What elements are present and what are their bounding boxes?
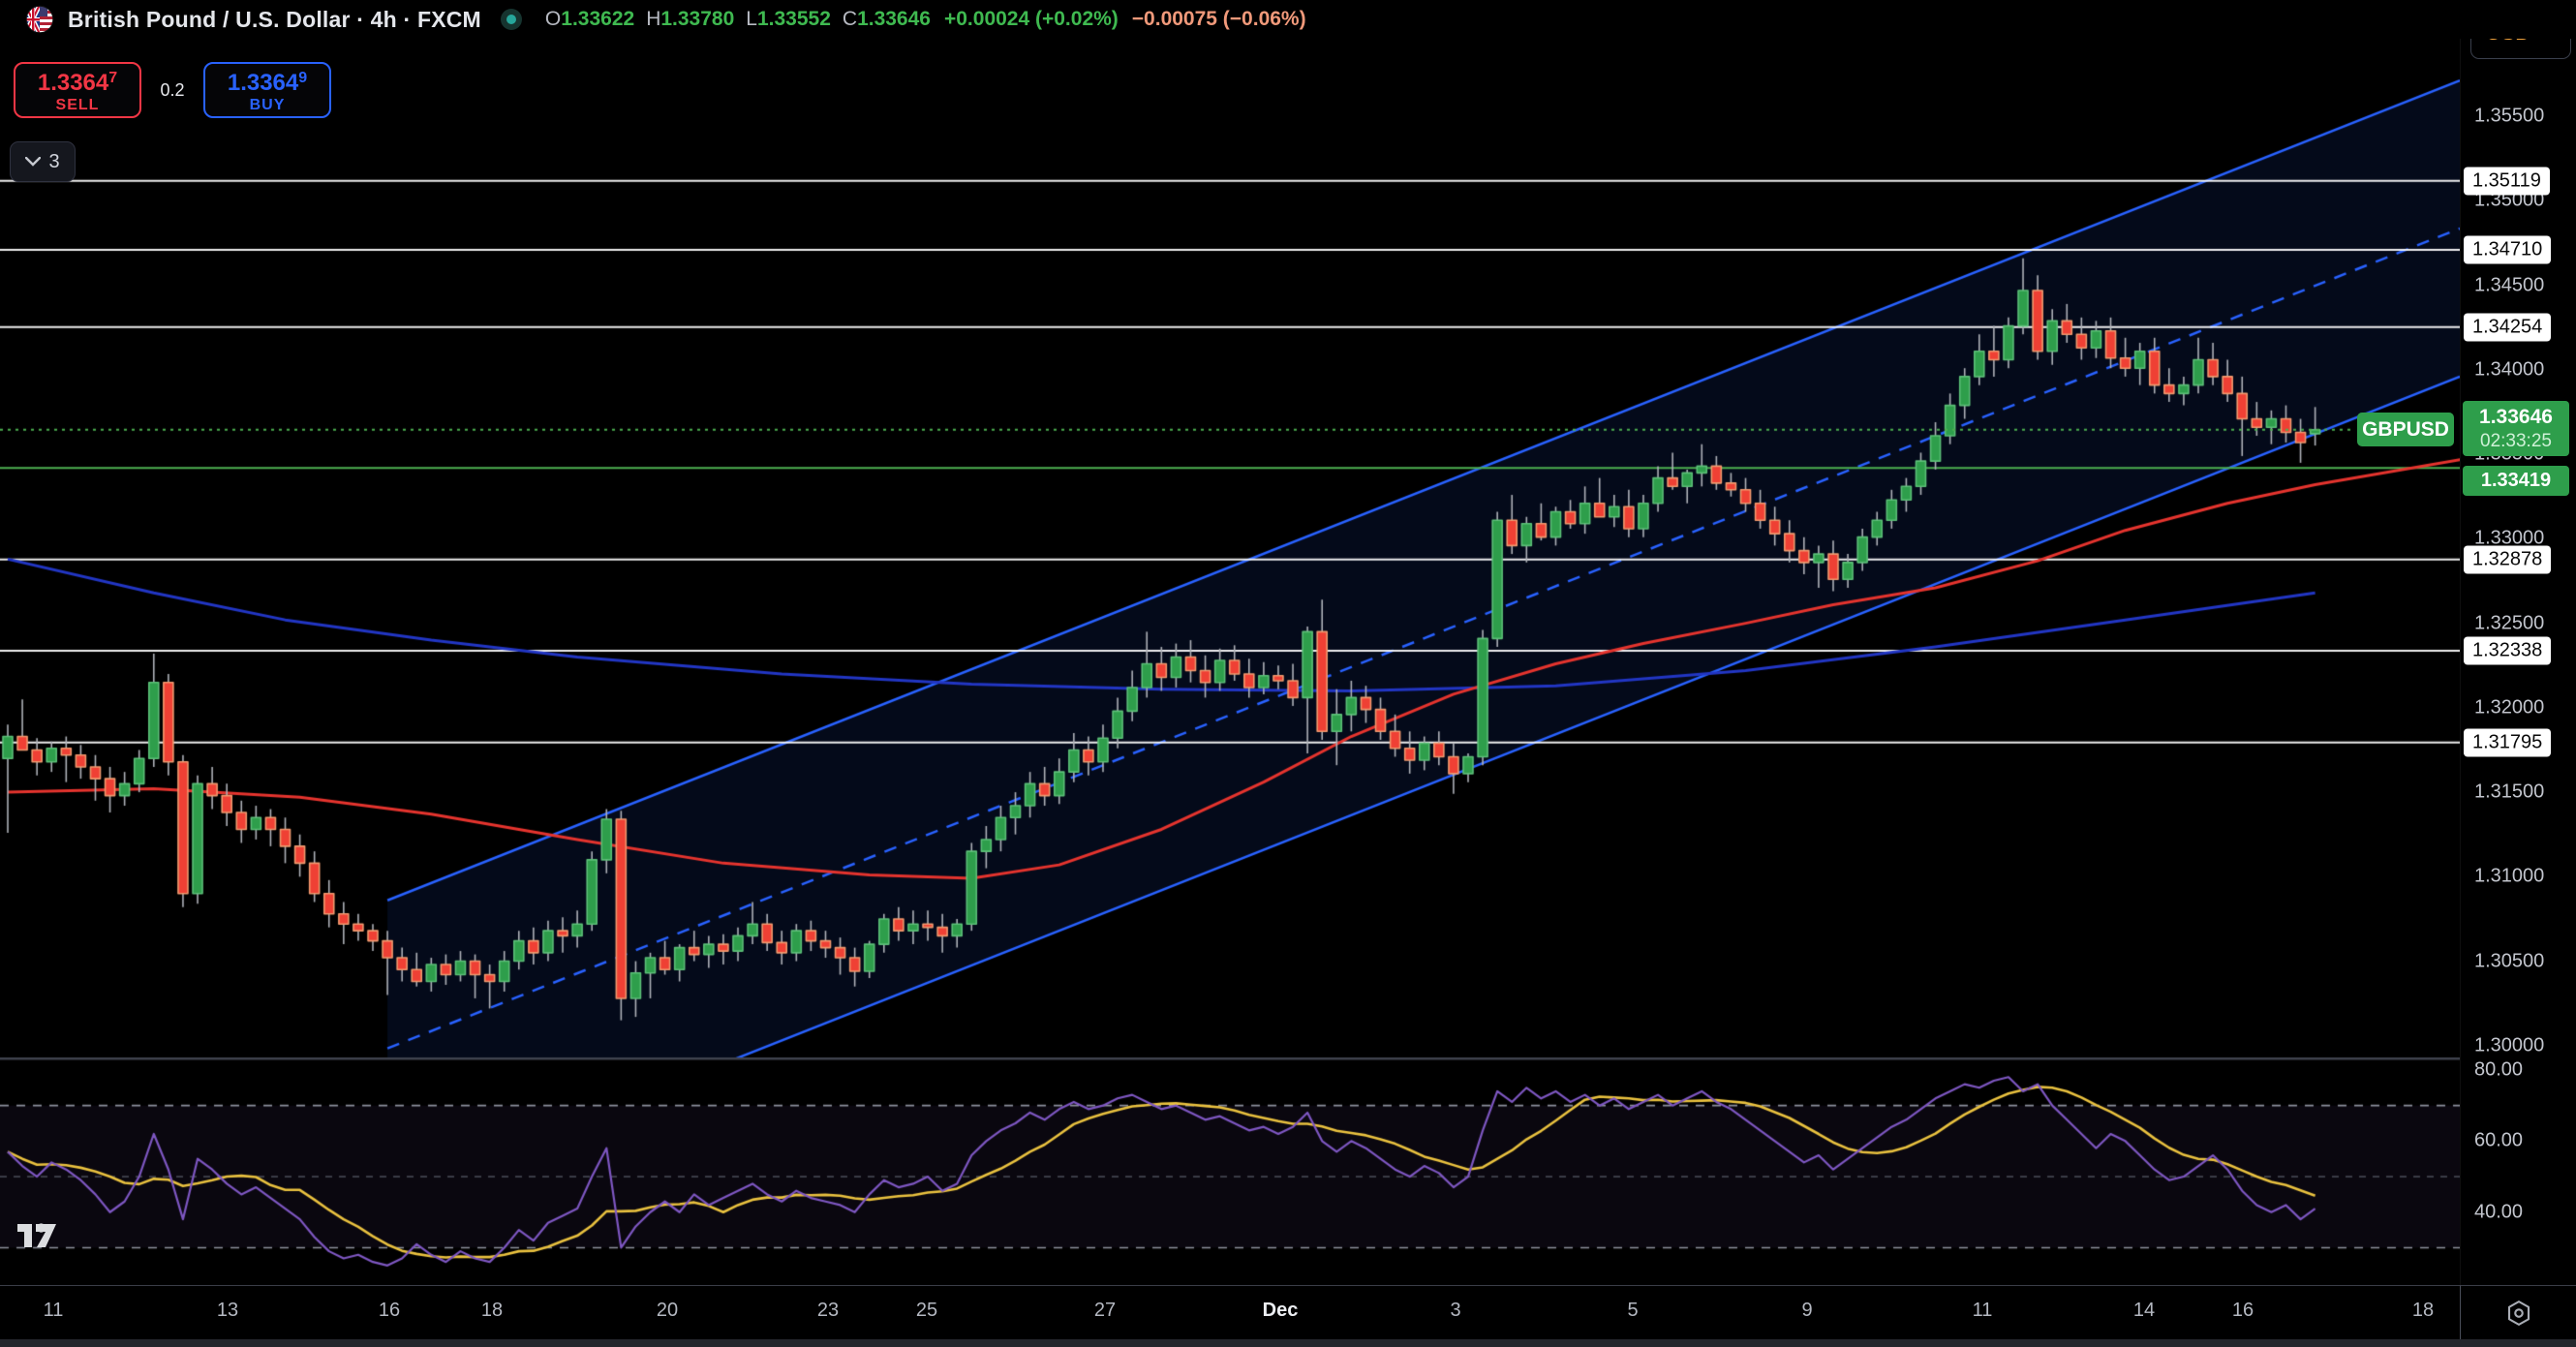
gbpusd-flag-icon — [25, 5, 54, 34]
time-axis-label: 11 — [1972, 1300, 1993, 1321]
time-axis-label: 9 — [1801, 1300, 1813, 1321]
time-axis-label: 27 — [1093, 1300, 1117, 1321]
price-tick-label: 1.32500 — [2474, 612, 2545, 634]
price-line-label: 1.35119 — [2464, 167, 2550, 196]
time-axis-label: 25 — [915, 1300, 938, 1321]
time-axis-label: 20 — [656, 1300, 679, 1321]
time-axis[interactable]: 11 13 16 18 20 23 25 27 Dec 3 5 9 11 14 16 18 — [0, 1285, 2460, 1340]
time-axis-label: 3 — [1450, 1300, 1461, 1321]
time-axis-label: 11 — [43, 1300, 64, 1321]
price-line-label: 1.31795 — [2464, 728, 2552, 757]
window-bottom-strip — [0, 1339, 2576, 1347]
chart-canvas[interactable] — [0, 39, 2460, 1285]
price-tick-label: 1.34000 — [2474, 358, 2545, 381]
sell-price: 1.33647 — [37, 69, 118, 96]
buy-button[interactable]: 1.33649 BUY — [203, 62, 331, 118]
price-tick-label: 1.34500 — [2474, 274, 2545, 296]
price-tick-label: 1.30500 — [2474, 950, 2545, 972]
bar-countdown: 02:33:25 — [2480, 431, 2552, 451]
price-line-label: 1.32338 — [2464, 636, 2552, 665]
close-label: C — [842, 8, 858, 30]
tradingview-logo[interactable] — [15, 1218, 60, 1253]
low-label: L — [746, 8, 757, 30]
high-label: H — [646, 8, 661, 30]
buy-price: 1.33649 — [227, 69, 308, 96]
rsi-tick-label: 80.00 — [2474, 1058, 2524, 1081]
rsi-tick-label: 60.00 — [2474, 1129, 2524, 1151]
bar-change: +0.00024 (+0.02%) — [943, 8, 1119, 30]
buy-label: BUY — [249, 96, 286, 113]
time-axis-label: 18 — [2411, 1300, 2435, 1321]
price-tick-label: 1.35500 — [2474, 105, 2545, 127]
open-label: O — [544, 8, 562, 30]
time-axis-label: Dec — [1262, 1300, 1299, 1321]
open-value: 1.33622 — [561, 8, 635, 30]
price-tick-label: 1.30000 — [2474, 1034, 2545, 1056]
price-tick-label: 1.31500 — [2474, 781, 2545, 803]
sell-button[interactable]: 1.33647 SELL — [14, 62, 141, 118]
green-line-price-badge: 1.33419 — [2463, 466, 2569, 496]
price-tick-label: 1.32000 — [2474, 696, 2545, 719]
spread-value: 0.2 — [160, 79, 185, 100]
price-tick-label: 1.31000 — [2474, 865, 2545, 887]
object-tree-count: 3 — [48, 150, 60, 172]
high-value: 1.33780 — [660, 8, 735, 30]
session-change: −0.00075 (−0.06%) — [1131, 8, 1306, 30]
chart-header: British Pound / U.S. Dollar · 4h · FXCM … — [0, 0, 2576, 39]
time-axis-label: 14 — [2132, 1300, 2156, 1321]
rsi-tick-label: 40.00 — [2474, 1201, 2524, 1223]
price-line-label: 1.34254 — [2464, 313, 2552, 342]
time-axis-label: 16 — [2231, 1300, 2254, 1321]
object-tree-button[interactable]: 3 — [10, 141, 76, 182]
chevron-down-icon — [25, 157, 42, 167]
symbol-price-line-label: GBPUSD — [2357, 413, 2454, 446]
price-line-label: 1.32878 — [2464, 545, 2552, 574]
price-tick-label: 1.35000 — [2474, 189, 2545, 211]
axis-settings-corner[interactable] — [2460, 1285, 2576, 1340]
pane-settings-icon — [2507, 1301, 2530, 1326]
price-axis[interactable]: USD 1.33646 02:33:25 1.33419 1.355001.35… — [2460, 0, 2576, 1285]
time-axis-label: 16 — [378, 1300, 401, 1321]
price-tick-label: 1.33000 — [2474, 527, 2545, 549]
ohlc-values: O1.33622 H1.33780 L1.33552 C1.33646 — [545, 8, 931, 31]
time-axis-label: 23 — [816, 1300, 840, 1321]
time-axis-label: 5 — [1627, 1300, 1639, 1321]
symbol-title[interactable]: British Pound / U.S. Dollar · 4h · FXCM — [68, 6, 481, 32]
price-line-label: 1.34710 — [2464, 235, 2552, 264]
time-axis-label: 13 — [216, 1300, 239, 1321]
close-value: 1.33646 — [857, 8, 931, 30]
low-value: 1.33552 — [756, 8, 831, 30]
time-axis-label: 18 — [480, 1300, 504, 1321]
market-status-icon — [500, 9, 522, 30]
last-price-badge: 1.33646 02:33:25 — [2463, 401, 2569, 456]
sell-label: SELL — [55, 96, 100, 113]
